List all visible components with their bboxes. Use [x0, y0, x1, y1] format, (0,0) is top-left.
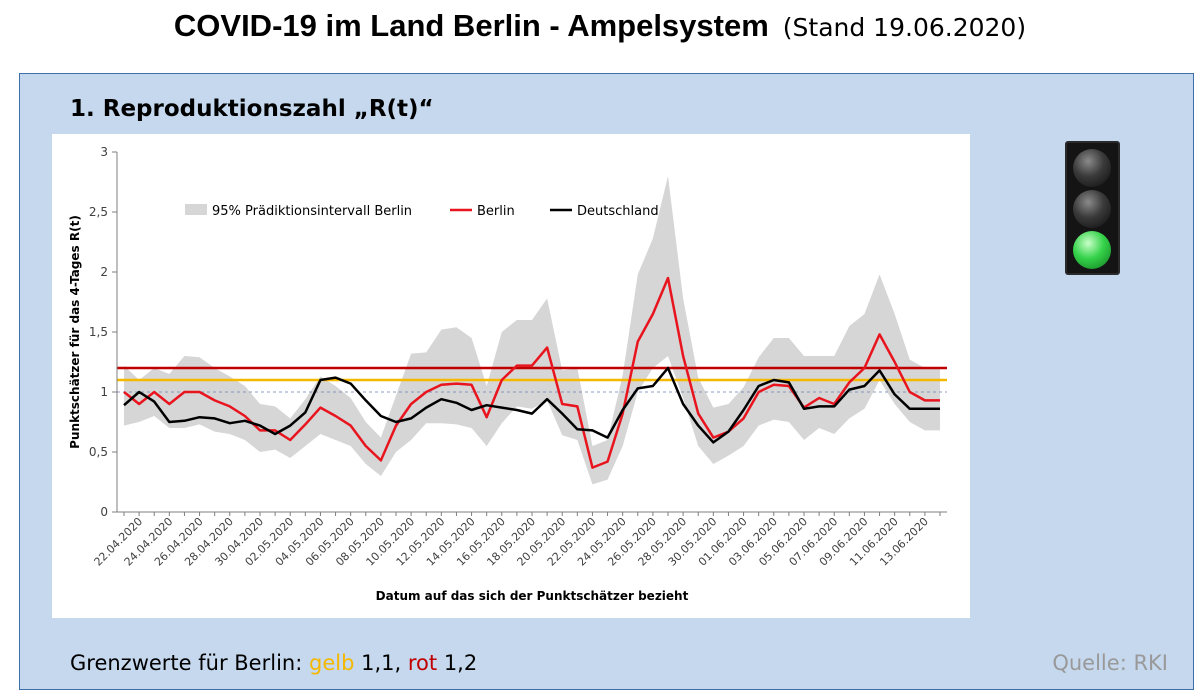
legend-label: Deutschland [577, 204, 659, 219]
y-tick-label: 0 [100, 505, 108, 519]
legend-label: Berlin [477, 204, 515, 219]
page-title-date: (Stand 19.06.2020) [782, 13, 1027, 42]
traffic-light-red-lamp [1073, 149, 1111, 187]
legend-label: 95% Prädiktionsintervall Berlin [212, 204, 412, 219]
y-tick-label: 0,5 [89, 445, 108, 459]
traffic-light-yellow-lamp [1073, 190, 1111, 228]
yellow-threshold-word: gelb [308, 651, 355, 675]
page-title-main: COVID-19 im Land Berlin - Ampelsystem [173, 8, 769, 43]
x-axis-title: Datum auf das sich der Punktschätzer bez… [376, 589, 689, 603]
traffic-light-green-lamp [1073, 231, 1111, 269]
yellow-threshold-value: 1,1, [361, 651, 402, 675]
thresholds-label: Grenzwerte für Berlin: [70, 651, 303, 675]
source-label: Quelle: RKI [1052, 651, 1168, 675]
page-title: COVID-19 im Land Berlin - Ampelsystem (St… [0, 8, 1200, 44]
thresholds-note: Grenzwerte für Berlin: gelb 1,1, rot 1,2 [70, 651, 477, 675]
section-title: 1. Reproduktionszahl „R(t)“ [70, 96, 434, 122]
red-threshold-value: 1,2 [443, 651, 478, 675]
prediction-band [124, 176, 940, 485]
y-tick-label: 2,5 [89, 205, 108, 219]
series-line-deutschland [123, 366, 940, 444]
legend-swatch-band [185, 204, 207, 215]
y-tick-label: 1,5 [89, 325, 108, 339]
y-tick-label: 1 [100, 385, 108, 399]
chart-area: 95% Prädiktionsintervall Berlin Berlin Deu… [52, 134, 970, 618]
rt-chart: 95% Prädiktionsintervall Berlin Berlin Deu… [68, 145, 947, 603]
red-threshold-word: rot [407, 651, 438, 675]
y-tick-label: 3 [100, 145, 108, 159]
y-axis-title: Punktschätzer für das 4-Tages R(t) [68, 215, 82, 449]
indicator-panel: 1. Reproduktionszahl „R(t)“ 95% Prädikti… [19, 73, 1194, 690]
y-tick-label: 2 [100, 265, 108, 279]
traffic-light [1065, 141, 1120, 275]
